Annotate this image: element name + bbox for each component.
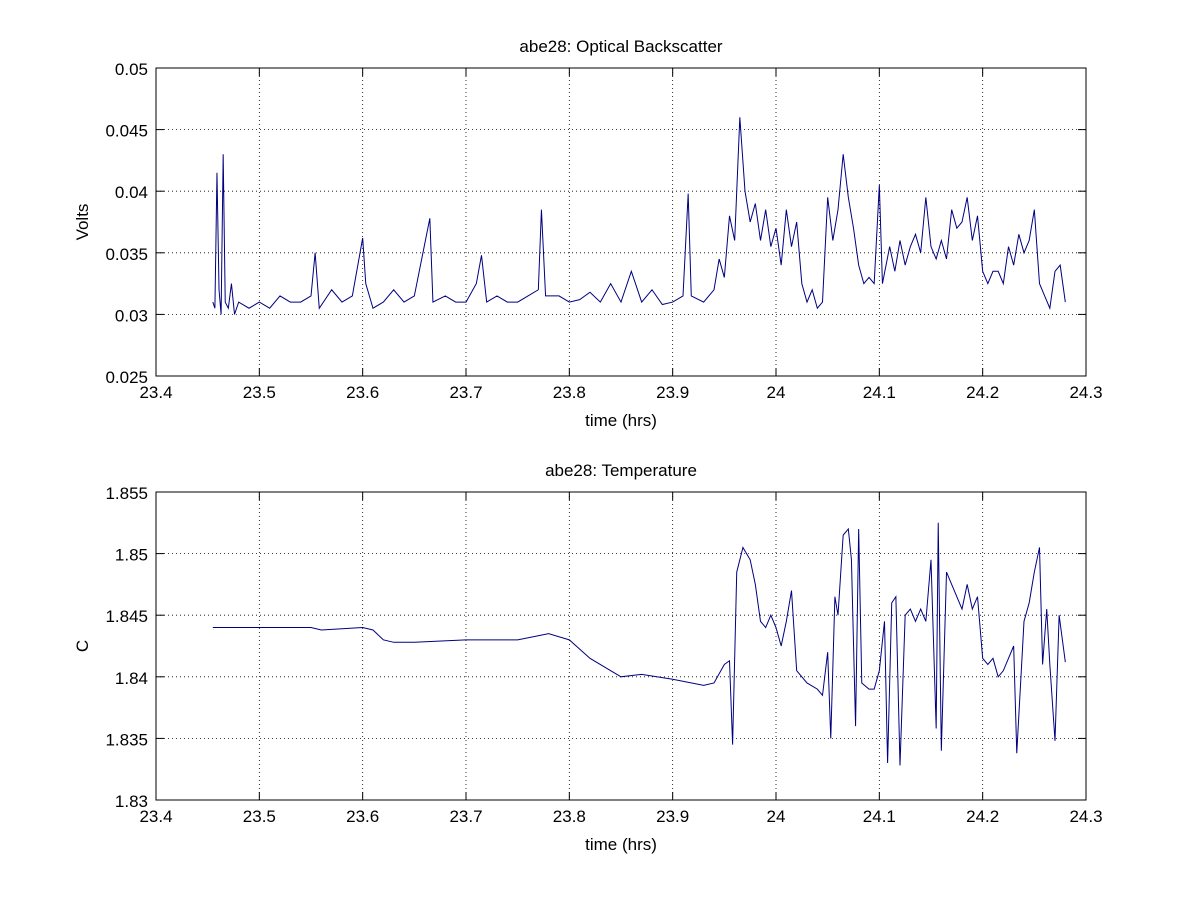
- x-axis-label: time (hrs): [585, 835, 657, 854]
- axes-background: [156, 492, 1086, 800]
- x-tick-label: 24.2: [966, 383, 999, 402]
- x-tick-label: 23.4: [139, 807, 172, 826]
- y-tick-label: 0.04: [115, 183, 148, 202]
- x-tick-label: 24.1: [863, 383, 896, 402]
- x-tick-label: 24: [767, 383, 786, 402]
- x-tick-label: 23.9: [656, 807, 689, 826]
- axes-box: [155, 67, 1087, 377]
- chart-title: abe28: Temperature: [545, 461, 697, 480]
- y-tick-label: 1.84: [115, 669, 148, 688]
- y-tick-label: 0.045: [105, 122, 148, 141]
- x-tick-label: 23.6: [346, 807, 379, 826]
- x-tick-label: 23.7: [449, 383, 482, 402]
- axes-background: [156, 68, 1086, 376]
- x-tick-label: 24.3: [1069, 807, 1102, 826]
- x-tick-label: 23.5: [243, 807, 276, 826]
- y-tick-label: 0.025: [105, 368, 148, 387]
- x-tick-label: 24.2: [966, 807, 999, 826]
- data-line: [212, 117, 1066, 315]
- x-tick-label: 24.1: [863, 807, 896, 826]
- y-tick-label: 0.05: [115, 60, 148, 79]
- axes-box: [155, 491, 1087, 801]
- y-tick-label: 0.035: [105, 245, 148, 264]
- data-line: [212, 522, 1066, 766]
- y-tick-label: 1.845: [105, 607, 148, 626]
- x-tick-label: 23.8: [553, 807, 586, 826]
- y-axis-label: Volts: [73, 204, 92, 241]
- x-tick-label: 23.4: [139, 383, 172, 402]
- x-tick-label: 23.7: [449, 807, 482, 826]
- y-tick-label: 1.835: [105, 730, 148, 749]
- x-tick-label: 23.6: [346, 383, 379, 402]
- chart-title: abe28: Optical Backscatter: [519, 37, 723, 56]
- x-axis-label: time (hrs): [585, 411, 657, 430]
- x-tick-label: 23.8: [553, 383, 586, 402]
- x-tick-label: 24: [767, 807, 786, 826]
- y-tick-label: 1.85: [115, 546, 148, 565]
- y-tick-label: 1.83: [115, 792, 148, 811]
- y-tick-label: 0.03: [115, 306, 148, 325]
- y-axis-label: C: [73, 640, 92, 652]
- x-tick-label: 23.9: [656, 383, 689, 402]
- x-tick-label: 23.5: [243, 383, 276, 402]
- x-tick-label: 24.3: [1069, 383, 1102, 402]
- y-tick-label: 1.855: [105, 484, 148, 503]
